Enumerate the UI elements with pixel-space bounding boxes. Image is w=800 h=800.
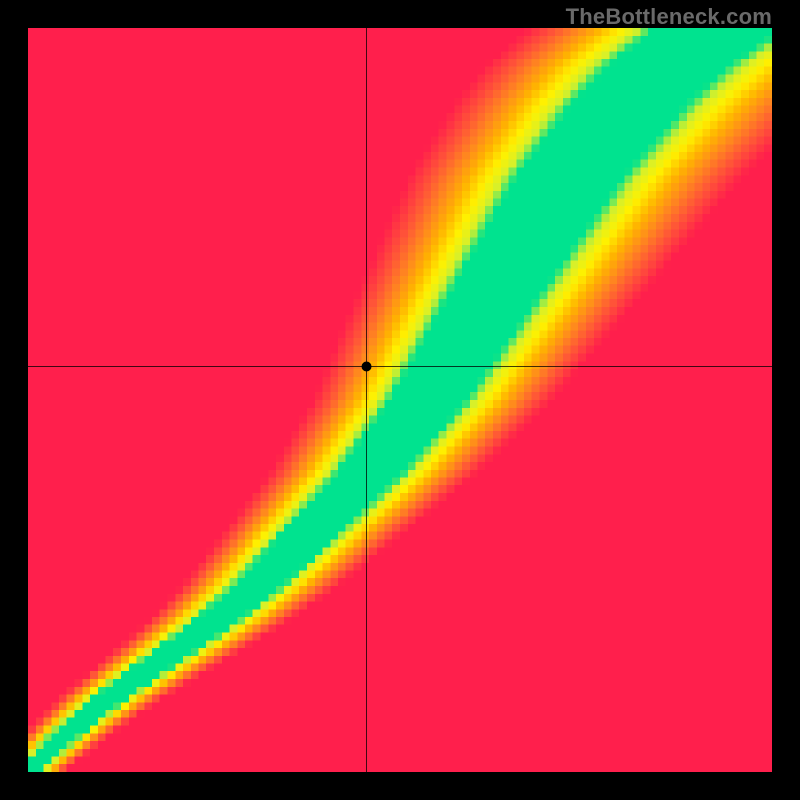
bottleneck-heatmap — [28, 28, 772, 772]
heatmap-cells — [28, 28, 772, 772]
chart-frame: TheBottleneck.com — [0, 0, 800, 800]
watermark-text: TheBottleneck.com — [566, 4, 772, 30]
marker-dot — [362, 362, 372, 372]
